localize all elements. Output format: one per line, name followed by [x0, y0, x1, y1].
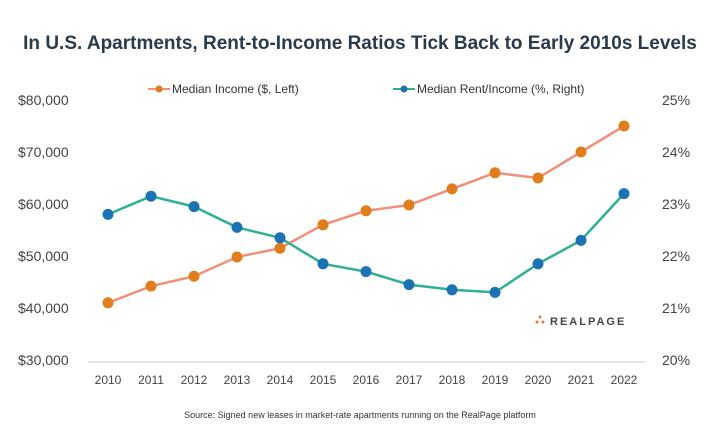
left-tick-label: $50,000 — [18, 248, 69, 264]
data-point — [145, 190, 157, 202]
right-tick-label: 21% — [662, 300, 690, 316]
left-tick-label: $30,000 — [18, 352, 69, 368]
data-point — [360, 266, 372, 278]
left-tick-label: $60,000 — [18, 196, 69, 212]
data-point — [360, 205, 372, 217]
left-tick-label: $40,000 — [18, 300, 69, 316]
right-tick-label: 24% — [662, 144, 690, 160]
logo-dot — [538, 315, 542, 319]
legend-label: Median Rent/Income (%, Right) — [417, 82, 584, 96]
right-tick-label: 25% — [662, 92, 690, 108]
data-point — [231, 251, 243, 263]
x-tick-label: 2019 — [482, 373, 509, 387]
data-point — [145, 280, 157, 292]
data-point — [489, 286, 501, 298]
data-point — [575, 234, 587, 246]
legend-label: Median Income ($, Left) — [172, 82, 299, 96]
x-tick-label: 2020 — [525, 373, 552, 387]
right-tick-label: 20% — [662, 352, 690, 368]
data-point — [188, 270, 200, 282]
data-point — [532, 258, 544, 270]
x-tick-label: 2013 — [224, 373, 251, 387]
logo-dot — [541, 320, 545, 324]
legend-marker — [400, 85, 408, 93]
data-point — [102, 297, 114, 309]
x-tick-label: 2016 — [353, 373, 380, 387]
left-tick-label: $70,000 — [18, 144, 69, 160]
data-point — [188, 201, 200, 213]
realpage-logo: REALPAGE — [550, 316, 626, 328]
legend-marker — [155, 85, 163, 93]
x-tick-label: 2021 — [568, 373, 595, 387]
data-point — [446, 183, 458, 195]
x-tick-label: 2012 — [181, 373, 208, 387]
x-tick-label: 2010 — [95, 373, 122, 387]
chart-title: In U.S. Apartments, Rent-to-Income Ratio… — [23, 33, 697, 54]
right-tick-label: 22% — [662, 248, 690, 264]
data-point — [532, 172, 544, 184]
logo-dot — [535, 320, 539, 324]
x-tick-label: 2014 — [267, 373, 294, 387]
data-point — [618, 188, 630, 200]
data-point — [231, 221, 243, 233]
x-tick-label: 2011 — [138, 373, 164, 387]
data-point — [274, 232, 286, 244]
data-point — [317, 219, 329, 231]
data-point — [489, 167, 501, 179]
right-tick-label: 23% — [662, 196, 690, 212]
left-tick-label: $80,000 — [18, 92, 69, 108]
data-point — [317, 258, 329, 270]
data-point — [403, 279, 415, 291]
source-note: Source: Signed new leases in market-rate… — [184, 410, 536, 420]
data-point — [446, 284, 458, 296]
x-tick-label: 2015 — [310, 373, 337, 387]
data-point — [274, 242, 286, 254]
x-tick-label: 2022 — [611, 373, 638, 387]
data-point — [618, 120, 630, 132]
x-tick-label: 2017 — [396, 373, 423, 387]
data-point — [575, 146, 587, 158]
data-point — [403, 199, 415, 211]
x-tick-label: 2018 — [439, 373, 466, 387]
data-point — [102, 208, 114, 220]
